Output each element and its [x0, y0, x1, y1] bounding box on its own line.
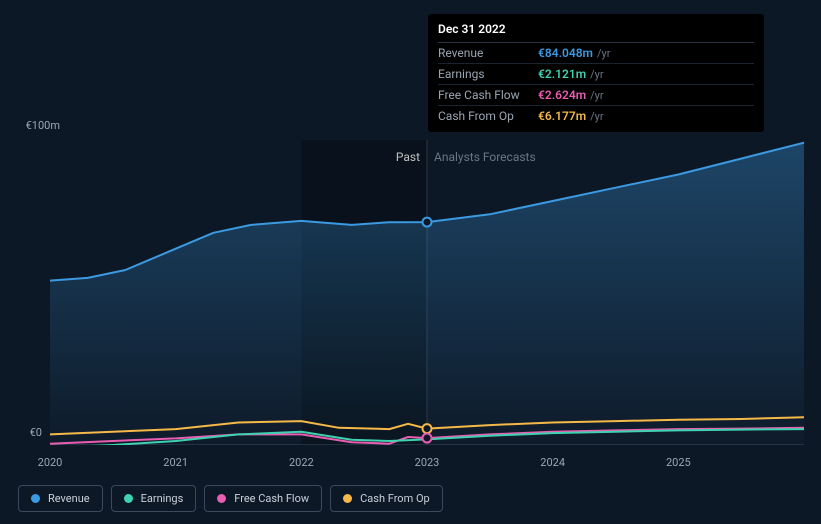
tooltip-row: Free Cash Flow€2.624m/yr	[438, 85, 754, 106]
legend-swatch	[343, 494, 352, 503]
tooltip-row-label: Free Cash Flow	[438, 88, 538, 102]
x-axis-label: 2024	[540, 456, 565, 469]
tooltip-row-label: Cash From Op	[438, 109, 538, 123]
legend-label: Free Cash Flow	[234, 492, 309, 505]
legend-label: Earnings	[141, 492, 184, 505]
x-axis-label: 2022	[289, 456, 314, 469]
legend-label: Revenue	[48, 492, 90, 505]
legend-label: Cash From Op	[360, 492, 430, 505]
legend-swatch	[217, 494, 226, 503]
y-axis-label: €100m	[26, 119, 60, 132]
tooltip-row-suffix: /yr	[590, 110, 603, 123]
tooltip-row-suffix: /yr	[590, 89, 603, 102]
legend-item[interactable]: Revenue	[18, 485, 103, 512]
legend-item[interactable]: Free Cash Flow	[204, 485, 322, 512]
legend-item[interactable]: Cash From Op	[330, 485, 443, 512]
legend: Revenue Earnings Free Cash Flow Cash From O…	[18, 485, 443, 512]
tooltip-row-label: Revenue	[438, 46, 538, 60]
tooltip-row-suffix: /yr	[597, 47, 610, 60]
y-axis-label: €0	[30, 426, 42, 439]
x-axis-label: 2021	[163, 456, 188, 469]
tooltip-row: Earnings€2.121m/yr	[438, 64, 754, 85]
data-tooltip: Dec 31 2022 Revenue€84.048m/yrEarnings€2…	[428, 14, 764, 132]
tooltip-row-value: €2.624m	[538, 88, 586, 102]
tooltip-row-label: Earnings	[438, 67, 538, 81]
tooltip-row-value: €84.048m	[538, 46, 593, 60]
tooltip-row: Cash From Op€6.177m/yr	[438, 106, 754, 126]
tooltip-date: Dec 31 2022	[438, 22, 754, 43]
x-axis-label: 2023	[415, 456, 440, 469]
plot-area[interactable]	[50, 140, 804, 445]
legend-item[interactable]: Earnings	[111, 485, 197, 512]
tooltip-row-value: €2.121m	[538, 67, 586, 81]
tooltip-row-suffix: /yr	[590, 68, 603, 81]
tooltip-row-value: €6.177m	[538, 109, 586, 123]
legend-swatch	[124, 494, 133, 503]
financial-chart: €0€100m Past Analysts Forecasts 20202021…	[0, 0, 821, 524]
legend-swatch	[31, 494, 40, 503]
x-axis-label: 2020	[38, 456, 63, 469]
x-axis-label: 2025	[666, 456, 691, 469]
tooltip-row: Revenue€84.048m/yr	[438, 43, 754, 64]
